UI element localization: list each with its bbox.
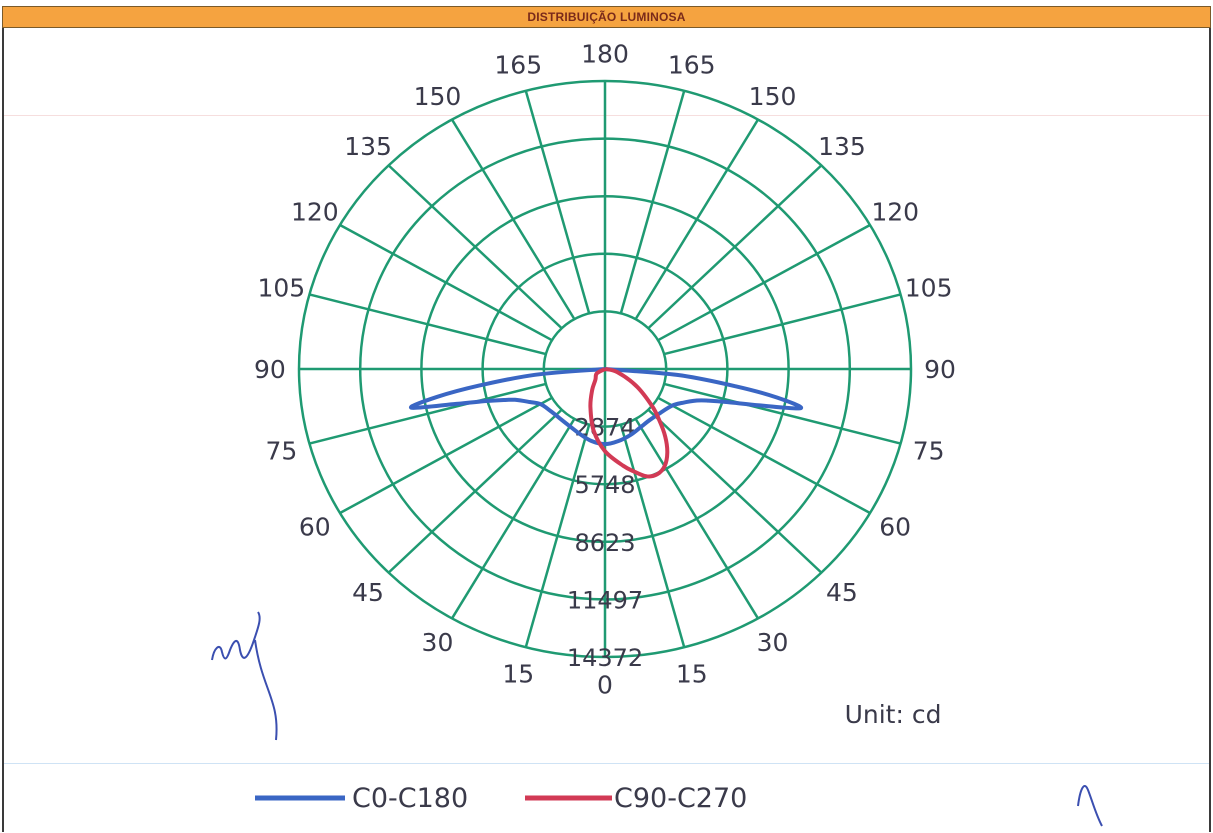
angle-tick-label: 135 (344, 132, 392, 161)
faint-guide-line (4, 115, 1209, 116)
angle-tick-label: 30 (422, 628, 454, 657)
angle-tick-label: 135 (818, 132, 866, 161)
angle-tick-label: 105 (905, 273, 953, 302)
chart-frame (2, 6, 1211, 832)
angle-tick-label: 75 (265, 437, 297, 466)
legend-label: C90-C270 (614, 783, 747, 814)
angle-tick-label: 90 (254, 355, 286, 384)
faint-guide-line (4, 763, 1209, 764)
grid-ring (297, 79, 913, 659)
chart-title: DISTRIBUIÇÃO LUMINOSA (527, 10, 686, 24)
legend-label: C0-C180 (352, 783, 468, 814)
radial-tick-label: 11497 (567, 586, 643, 614)
angle-tick-label: 75 (913, 437, 945, 466)
angle-tick-label: 60 (879, 513, 911, 542)
angle-tick-label: 150 (414, 82, 462, 111)
grid-ring (481, 252, 729, 486)
distribution-curves (409, 367, 804, 479)
angle-tick-label: 105 (257, 273, 305, 302)
radial-tick-label: 8623 (574, 529, 635, 557)
angle-tick-label: 120 (291, 197, 339, 226)
signature-mark (211, 611, 278, 741)
series-c0-c180-curve (409, 367, 804, 447)
grid-ring (420, 194, 790, 544)
series-c90-c270-curve (588, 367, 670, 479)
angle-tick-label: 0 (597, 670, 613, 699)
grid-ring (542, 310, 668, 428)
angle-tick-label: 120 (871, 197, 919, 226)
angle-tick-label: 165 (668, 50, 716, 79)
angle-tick-label: 180 (581, 40, 629, 69)
angle-tick-label: 165 (494, 50, 542, 79)
legend: C0-C180 C90-C270 (255, 783, 747, 814)
signature-mark (1077, 785, 1103, 827)
angle-tick-label: 15 (502, 660, 534, 689)
radial-tick-label: 14372 (567, 644, 643, 672)
angle-tick-label: 45 (352, 578, 384, 607)
title-bar: DISTRIBUIÇÃO LUMINOSA (2, 6, 1211, 28)
angle-tick-label: 45 (826, 578, 858, 607)
angle-tick-label: 90 (924, 355, 956, 384)
unit-label: Unit: cd (845, 700, 942, 729)
angle-tick-label: 60 (299, 513, 331, 542)
angle-tick-label: 150 (749, 82, 797, 111)
angle-tick-label: 15 (676, 660, 708, 689)
radial-tick-label: 5748 (574, 471, 635, 499)
grid-ring (358, 137, 852, 601)
polar-grid (297, 79, 913, 659)
angle-tick-label: 30 (757, 628, 789, 657)
